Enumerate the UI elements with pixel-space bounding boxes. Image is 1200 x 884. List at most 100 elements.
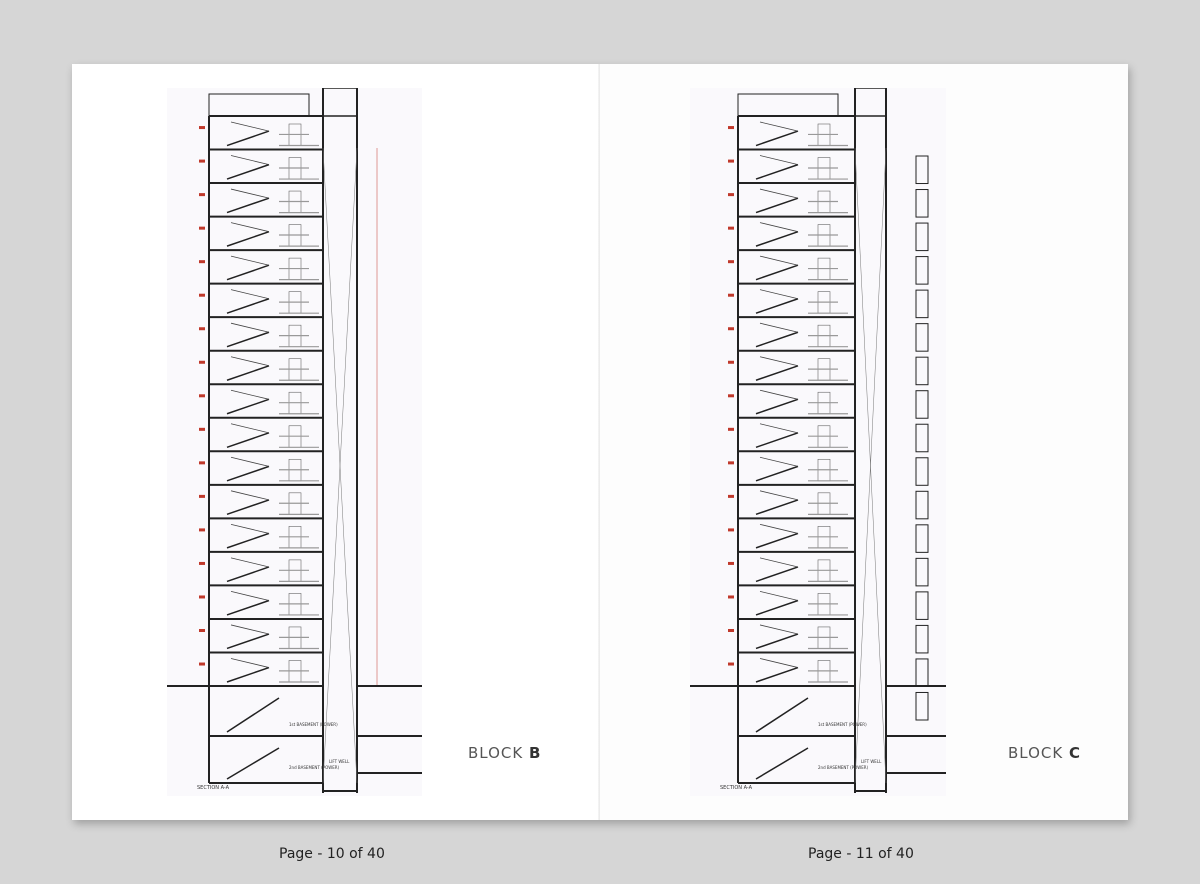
block-letter: B	[529, 744, 542, 762]
balcony-column	[915, 222, 929, 252]
stair-flight	[230, 490, 270, 501]
stair-flight	[226, 298, 270, 314]
level-marker	[199, 528, 205, 532]
balcony-column	[915, 524, 929, 553]
level-marker	[199, 629, 205, 632]
level-marker	[728, 528, 734, 532]
balcony-column	[915, 323, 929, 352]
balcony-column	[915, 155, 929, 185]
balcony-column	[915, 490, 929, 520]
level-marker	[728, 595, 734, 599]
stair-flight	[226, 532, 270, 549]
stair-flight	[226, 197, 270, 214]
stair-flight	[759, 322, 799, 333]
stair-flight	[755, 465, 799, 482]
level-marker	[728, 662, 734, 666]
lift-shaft-diagonal	[854, 147, 887, 784]
level-marker	[199, 159, 205, 163]
level-marker	[199, 461, 205, 465]
stair-flight	[759, 188, 799, 199]
stair-flight	[759, 356, 799, 367]
stair-flight	[230, 658, 270, 668]
stair-flight	[759, 222, 799, 233]
balcony-column	[915, 591, 929, 620]
roof-tank-room	[737, 93, 839, 117]
stair-flight	[755, 264, 799, 281]
page-11: 1st BASEMENT (POWER) 2nd BASEMENT (POWER)…	[600, 64, 1128, 820]
stair-flight	[226, 264, 270, 281]
stair-flight	[755, 163, 799, 180]
level-marker	[728, 226, 734, 230]
lift-well-label: LIFT WELL	[329, 759, 350, 764]
balcony-column	[915, 457, 929, 486]
stair-flight	[226, 398, 270, 415]
level-marker	[728, 327, 734, 331]
balcony-column	[915, 423, 929, 453]
stair-flight	[230, 255, 270, 266]
basement-label: 2nd BASEMENT (POWER)	[818, 765, 869, 770]
level-marker	[199, 293, 205, 297]
basement-label: 1st BASEMENT (POWER)	[818, 722, 867, 727]
basement-label: 2nd BASEMENT (POWER)	[289, 765, 340, 770]
stair-flight	[755, 398, 799, 415]
balcony-column	[915, 256, 929, 285]
roof-tank-room	[208, 93, 310, 117]
stair-flight	[755, 365, 799, 381]
stair-flight	[759, 389, 799, 400]
level-marker	[728, 427, 734, 431]
stair-flight	[755, 666, 799, 683]
section-caption: SECTION A-A	[197, 785, 230, 791]
stair-flight	[226, 365, 270, 381]
stair-flight	[755, 230, 799, 247]
stair-flight	[226, 432, 270, 449]
stair-flight	[230, 155, 270, 166]
stair-flight	[230, 557, 270, 568]
page-number-left: Page - 10 of 40	[279, 846, 385, 862]
document-spread: 1st BASEMENT (POWER) 2nd BASEMENT (POWER)…	[72, 64, 1128, 820]
stair-flight	[759, 255, 799, 266]
level-marker	[199, 427, 205, 431]
stair-flight	[759, 155, 799, 166]
level-marker	[728, 394, 734, 398]
stair-flight	[226, 230, 270, 247]
stair-flight	[755, 633, 799, 650]
level-marker	[199, 193, 205, 197]
section-drawing-svg: 1st BASEMENT (POWER) 2nd BASEMENT (POWER)…	[167, 88, 422, 793]
stair-flight	[230, 222, 270, 233]
level-marker	[199, 561, 205, 565]
lift-well-label: LIFT WELL	[861, 759, 882, 764]
balcony-column	[915, 289, 929, 319]
block-prefix: BLOCK	[1008, 744, 1064, 762]
balcony-column	[915, 691, 929, 721]
stair-flight	[226, 633, 270, 650]
level-marker	[199, 260, 205, 264]
stair-flight	[759, 490, 799, 501]
level-marker	[728, 126, 734, 130]
level-marker	[199, 126, 205, 130]
stair-flight	[230, 389, 270, 400]
stair-flight	[759, 423, 799, 434]
stair-flight	[230, 591, 270, 601]
stair-flight	[759, 624, 799, 635]
level-marker	[199, 327, 205, 331]
level-marker	[728, 193, 734, 197]
level-marker	[199, 394, 205, 398]
balcony-column	[915, 390, 929, 419]
block-c-label: BLOCK C	[1008, 744, 1081, 762]
balcony-column	[915, 189, 929, 218]
stair-flight	[759, 658, 799, 668]
page-number-right: Page - 11 of 40	[808, 846, 914, 862]
stair-flight	[230, 188, 270, 199]
stair-flight	[230, 322, 270, 333]
page-10: 1st BASEMENT (POWER) 2nd BASEMENT (POWER)…	[72, 64, 600, 820]
stair-flight	[230, 624, 270, 635]
block-prefix: BLOCK	[468, 744, 524, 762]
level-marker	[199, 360, 205, 364]
level-marker	[728, 260, 734, 264]
stair-flight	[226, 465, 270, 482]
stair-flight	[226, 130, 270, 147]
section-caption: SECTION A-A	[720, 785, 753, 791]
section-drawing-block-b: 1st BASEMENT (POWER) 2nd BASEMENT (POWER)…	[167, 88, 422, 796]
stair-flight	[759, 289, 799, 300]
stair-flight	[226, 331, 270, 348]
